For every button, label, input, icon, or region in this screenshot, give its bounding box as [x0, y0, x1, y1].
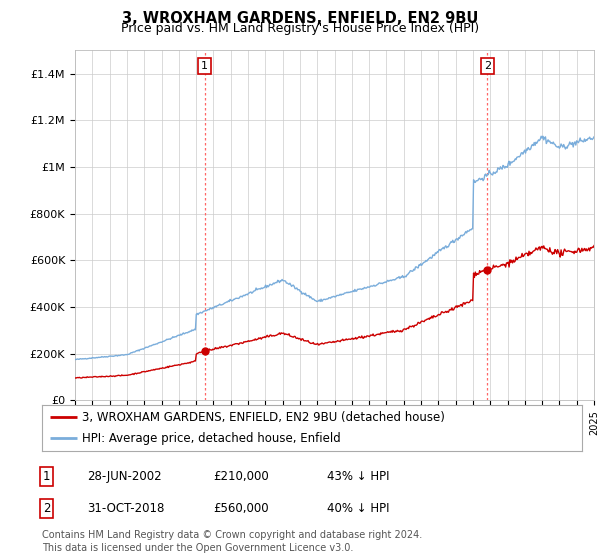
- Text: 2: 2: [484, 61, 491, 71]
- Text: 2: 2: [43, 502, 50, 515]
- Text: 1: 1: [43, 470, 50, 483]
- Text: 1: 1: [201, 61, 208, 71]
- Text: 31-OCT-2018: 31-OCT-2018: [87, 502, 164, 515]
- Text: Price paid vs. HM Land Registry's House Price Index (HPI): Price paid vs. HM Land Registry's House …: [121, 22, 479, 35]
- Text: 40% ↓ HPI: 40% ↓ HPI: [327, 502, 389, 515]
- Text: 43% ↓ HPI: 43% ↓ HPI: [327, 470, 389, 483]
- Text: £210,000: £210,000: [213, 470, 269, 483]
- Text: 3, WROXHAM GARDENS, ENFIELD, EN2 9BU: 3, WROXHAM GARDENS, ENFIELD, EN2 9BU: [122, 11, 478, 26]
- Text: £560,000: £560,000: [213, 502, 269, 515]
- Text: 28-JUN-2002: 28-JUN-2002: [87, 470, 161, 483]
- Text: HPI: Average price, detached house, Enfield: HPI: Average price, detached house, Enfi…: [83, 432, 341, 445]
- Text: 3, WROXHAM GARDENS, ENFIELD, EN2 9BU (detached house): 3, WROXHAM GARDENS, ENFIELD, EN2 9BU (de…: [83, 411, 445, 424]
- Text: Contains HM Land Registry data © Crown copyright and database right 2024.
This d: Contains HM Land Registry data © Crown c…: [42, 530, 422, 553]
